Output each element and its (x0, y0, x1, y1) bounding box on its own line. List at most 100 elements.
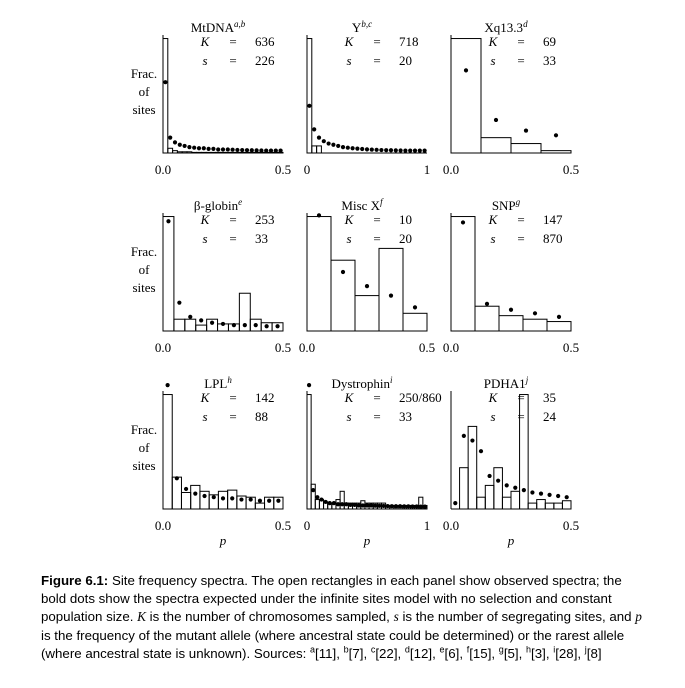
expected-dot (470, 438, 475, 443)
caption-source-ref: [5] (503, 645, 519, 661)
observed-bar (200, 151, 207, 154)
observed-bar (191, 151, 198, 154)
s-equals: = (373, 53, 380, 68)
panel-title: PDHA1j (484, 375, 529, 391)
observed-bar (476, 496, 486, 510)
expected-dot (220, 496, 226, 501)
k-symbol: K (488, 390, 499, 405)
caption-source-ref: [12] (409, 645, 433, 661)
expected-dot (177, 142, 182, 147)
y-axis-label: of (139, 84, 151, 99)
observed-bar (510, 143, 542, 154)
expected-dot (257, 498, 263, 503)
expected-dot (463, 68, 469, 73)
expected-dot (352, 502, 357, 507)
caption-source-ref: [7] (348, 645, 364, 661)
panel-title: MtDNAa,b (191, 19, 246, 35)
expected-dot (264, 324, 269, 329)
k-symbol: K (200, 34, 211, 49)
observed-bar (196, 151, 202, 154)
expected-dot (373, 503, 378, 508)
x-tick-label: 0 (304, 162, 311, 177)
s-value: 20 (399, 231, 412, 246)
expected-dot (264, 148, 269, 153)
expected-dot (388, 293, 394, 298)
k-value: 69 (543, 34, 556, 49)
expected-dot (538, 491, 544, 496)
caption-source-sup: f (466, 644, 470, 655)
expected-dot (344, 502, 349, 507)
observed-bar (238, 292, 251, 332)
expected-dot (209, 320, 215, 325)
expected-dot (267, 498, 272, 503)
expected-dot (216, 147, 221, 152)
expected-dot (163, 80, 168, 85)
k-value: 718 (399, 34, 419, 49)
observed-bar (402, 312, 428, 332)
k-value: 253 (255, 212, 275, 227)
expected-dot (182, 143, 187, 149)
x-tick-label: 0.5 (563, 162, 579, 177)
k-symbol: K (488, 34, 499, 49)
k-equals: = (229, 390, 236, 405)
panel-title: Dystrophini (331, 375, 393, 391)
k-equals: = (373, 34, 380, 49)
panel-1: 0 1 Yb,cK = 718 s = 20 (304, 19, 431, 177)
expected-dot (422, 504, 428, 509)
expected-dot (388, 148, 394, 153)
expected-dot (340, 502, 345, 507)
x-tick-label: 0.5 (419, 340, 435, 355)
k-value: 35 (543, 390, 556, 405)
observed-bar (354, 295, 380, 332)
observed-bar (339, 490, 345, 510)
y-axis-label: sites (132, 280, 155, 295)
s-symbol: s (346, 53, 351, 68)
expected-dot (360, 503, 365, 508)
k-symbol: K (488, 212, 499, 227)
observed-bar (493, 467, 503, 510)
expected-dot (242, 323, 247, 328)
caption-p-symbol: p (635, 609, 642, 625)
expected-dot (340, 145, 346, 150)
expected-dot (201, 146, 206, 151)
observed-bar (176, 151, 183, 154)
k-equals: = (373, 390, 380, 405)
x-tick-label: 0.0 (155, 340, 171, 355)
expected-dot (379, 147, 384, 153)
x-tick-label: 0.5 (563, 518, 579, 533)
site-frequency-spectra-figure: Frac. of sites Frac. of sites Frac. of sites 0.0… (131, 19, 579, 548)
expected-dot (564, 495, 569, 500)
observed-bar (229, 151, 236, 154)
observed-bar (184, 318, 197, 332)
panel-2: 0.0 0.5 Xq13.3dK = 69 s = 33 (443, 19, 579, 177)
expected-dot (307, 103, 312, 108)
observed-bar (173, 318, 186, 332)
expected-dot (521, 488, 526, 493)
expected-dot (478, 449, 484, 454)
observed-bar (254, 502, 266, 510)
observed-bar (311, 145, 318, 154)
k-symbol: K (200, 390, 211, 405)
expected-dot (364, 503, 370, 508)
expected-dot (508, 307, 514, 312)
caption-source: d[12] (405, 645, 433, 661)
x-tick-label: 1 (424, 518, 431, 533)
observed-bar (450, 216, 476, 332)
expected-dot (553, 133, 559, 138)
expected-dot (188, 314, 193, 319)
expected-dot (377, 503, 382, 508)
expected-dot (547, 492, 552, 497)
s-symbol: s (490, 231, 495, 246)
expected-dot (248, 497, 253, 502)
s-symbol: s (202, 409, 207, 424)
s-value: 33 (399, 409, 412, 424)
expected-dot (345, 145, 350, 150)
caption-source-ref: [15] (469, 645, 492, 661)
expected-dot (225, 147, 230, 152)
caption-source-sup: h (526, 644, 532, 655)
caption-source: c[22] (371, 645, 398, 661)
panel-title: β-globine (194, 197, 242, 213)
x-tick-label: 0.0 (443, 518, 459, 533)
x-tick-label: 0.0 (443, 340, 459, 355)
